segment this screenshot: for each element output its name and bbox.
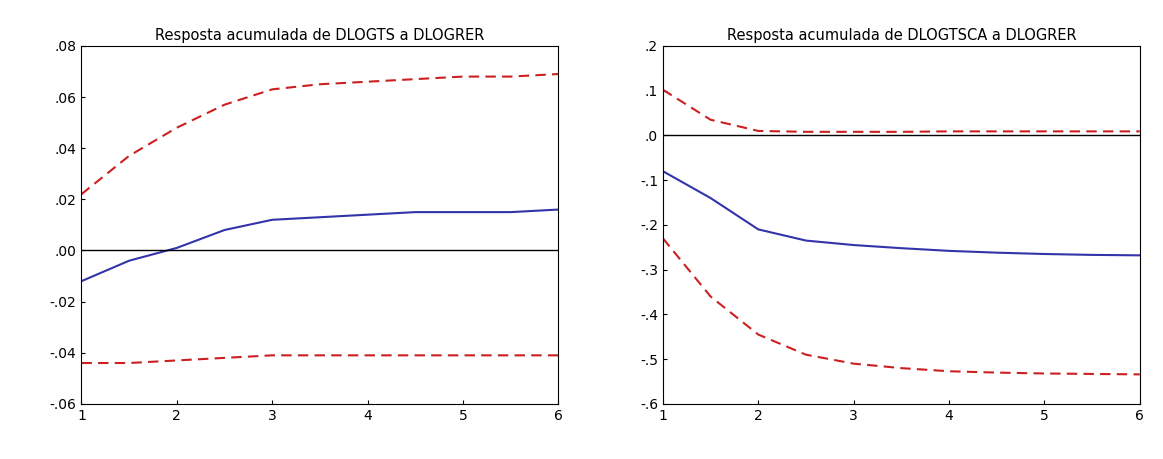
Title: Resposta acumulada de DLOGTS a DLOGRER: Resposta acumulada de DLOGTS a DLOGRER (155, 28, 485, 43)
Title: Resposta acumulada de DLOGTSCA a DLOGRER: Resposta acumulada de DLOGTSCA a DLOGRER (727, 28, 1076, 43)
